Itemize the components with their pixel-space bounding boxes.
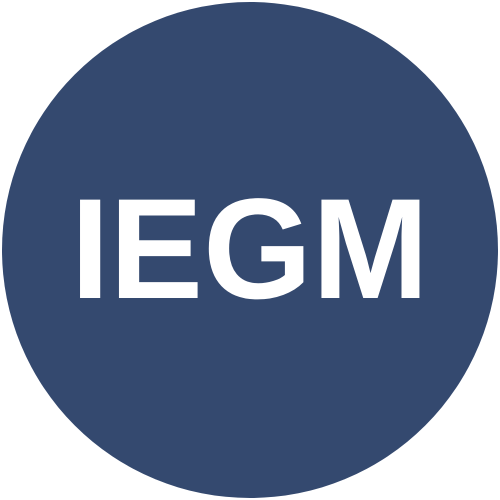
logo-text: IEGM <box>70 169 430 329</box>
